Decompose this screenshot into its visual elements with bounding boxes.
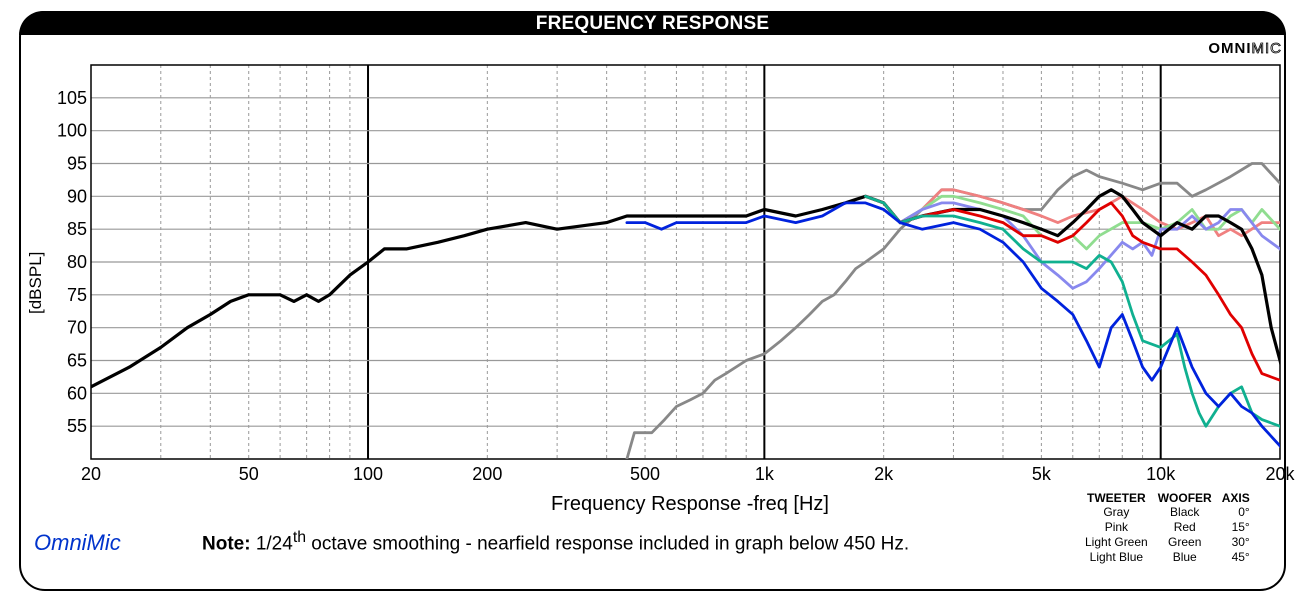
note-sup: th [292,529,307,546]
x-tick-label: 5k [1032,464,1052,484]
x-tick-label: 20 [81,464,101,484]
legend: TWEETER WOOFER AXIS Gray Black 0° Pink R… [1080,491,1255,565]
series-line-black [91,188,1280,389]
chart-title: FREQUENCY RESPONSE [535,13,770,34]
series-line-green [864,194,1280,429]
legend-axis: 15° [1231,520,1250,534]
legend-axis: 45° [1231,550,1250,564]
legend-tweeter: Light Blue [1089,550,1144,564]
brand-light: MIC [1251,40,1282,58]
legend-header-row: TWEETER WOOFER AXIS [1080,491,1255,505]
y-tick-label: 105 [57,88,87,108]
x-axis-label: Frequency Response -freq [Hz] [551,493,829,515]
y-axis-label-container: [dBSPL] [26,252,46,314]
series-line-red [864,194,1280,382]
y-tick-label: 70 [67,318,87,338]
x-tick-label: 20k [1265,464,1295,484]
y-tick-label: 100 [57,121,87,141]
note-text1: 1/24 [250,533,293,555]
y-tick-label: 80 [67,252,87,272]
x-tick-label: 200 [472,464,502,484]
y-tick-label: 65 [67,351,87,371]
series-line-gray [625,162,1280,459]
title-bar: FREQUENCY RESPONSE [19,11,1286,35]
legend-header-tweeter: TWEETER [1087,491,1146,505]
legend-tweeter: Light Green [1085,535,1148,549]
y-tick-label: 90 [67,186,87,206]
legend-axis: 0° [1238,505,1250,519]
series-line-blue [625,201,1280,449]
y-tick-label: 85 [67,219,87,239]
legend-woofer: Red [1173,520,1196,534]
legend-woofer: Green [1168,535,1202,549]
legend-tweeter: Pink [1104,520,1129,534]
note-prefix: Note: [202,533,251,555]
legend-axis: 30° [1231,535,1250,549]
legend-table: TWEETER WOOFER AXIS Gray Black 0° Pink R… [1080,491,1255,565]
legend-tweeter: Gray [1103,505,1130,519]
y-axis-label: [dBSPL] [26,251,45,314]
x-tick-label: 10k [1146,464,1176,484]
x-tick-label: 50 [239,464,259,484]
brand-logo: OMNIMIC [1208,40,1282,58]
x-tick-label: 2k [874,464,894,484]
note-text2: octave smoothing - nearfield response in… [306,533,910,555]
legend-row: Gray Black 0° [1080,505,1255,520]
omnimic-logo-text: OmniMic [34,530,121,555]
y-tick-label: 95 [67,154,87,174]
legend-row: Light Blue Blue 45° [1080,550,1255,565]
legend-row: Pink Red 15° [1080,520,1255,535]
y-tick-label: 55 [67,416,87,436]
x-tick-label: 1k [755,464,775,484]
x-tick-label: 100 [353,464,383,484]
plot-border [90,64,1281,460]
legend-header-woofer: WOOFER [1157,491,1212,505]
legend-woofer: Black [1170,505,1200,519]
series-line-light-blue [898,201,1280,290]
smoothing-note: Note: 1/24th octave smoothing - nearfiel… [202,529,909,555]
legend-header-axis: AXIS [1221,491,1250,505]
legend-row: Light Green Green 30° [1080,535,1255,550]
x-tick-label: 500 [630,464,660,484]
legend-woofer: Blue [1172,550,1197,564]
y-tick-label: 60 [67,383,87,403]
y-tick-label: 75 [67,285,87,305]
brand-bold: OMNI [1208,40,1252,57]
